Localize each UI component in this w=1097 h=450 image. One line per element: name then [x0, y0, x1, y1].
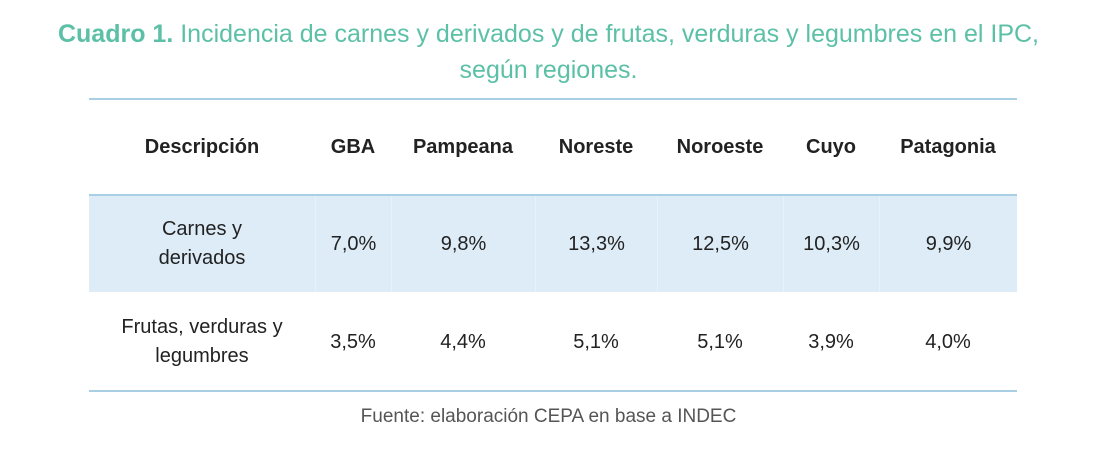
header-patagonia: Patagonia: [900, 135, 996, 158]
cell-patagonia: 9,9%: [879, 196, 1017, 292]
cell-cuyo: 3,9%: [808, 330, 854, 353]
cell-patagonia: 4,0%: [925, 330, 971, 353]
header-noroeste: Noroeste: [676, 135, 764, 158]
table-row: Frutas, verduras y legumbres 3,5% 4,4% 5…: [89, 294, 1017, 390]
row-label-line: legumbres: [155, 345, 249, 367]
cell-pampeana: 9,8%: [391, 196, 535, 292]
row-label-carnes: Carnes y derivados: [89, 196, 315, 292]
source-note: Fuente: elaboración CEPA en base a INDEC: [360, 406, 737, 427]
cell-pampeana: 4,4%: [440, 330, 486, 353]
header-pampeana: Pampeana: [412, 135, 514, 158]
table-row: Carnes y derivados 7,0% 9,8% 13,3% 12,5%…: [89, 196, 1017, 292]
cell-gba: 3,5%: [330, 330, 376, 353]
header-cuyo: Cuyo: [806, 135, 856, 158]
header-descripcion: Descripción: [144, 135, 260, 158]
table-header-row: Descripción GBA Pampeana Noreste Noroest…: [89, 100, 1017, 194]
table-title-text: Incidencia de carnes y derivados y de fr…: [173, 20, 1039, 48]
row-label-frutas: Frutas, verduras y legumbres: [89, 294, 315, 390]
row-label-line: Carnes y: [161, 218, 243, 240]
row-label-line: derivados: [158, 247, 246, 269]
cell-noroeste: 12,5%: [657, 196, 783, 292]
table-top-rule: [89, 98, 1017, 100]
table-header-rule: [89, 194, 1017, 196]
table-title: Cuadro 1. Incidencia de carnes y derivad…: [0, 16, 1097, 88]
table-title-prefix: Cuadro 1.: [57, 20, 174, 48]
cell-noroeste: 5,1%: [697, 330, 743, 353]
table-title-line2: según regiones.: [459, 56, 638, 84]
row-label-line: Frutas, verduras y: [121, 316, 283, 338]
table-bottom-rule: [89, 390, 1017, 392]
cell-cuyo: 10,3%: [783, 196, 879, 292]
cell-noreste: 5,1%: [573, 330, 619, 353]
cell-gba: 7,0%: [315, 196, 391, 292]
header-gba: GBA: [330, 135, 376, 158]
header-noreste: Noreste: [558, 135, 634, 158]
table-title-line1: Cuadro 1. Incidencia de carnes y derivad…: [0, 16, 1097, 52]
cell-noreste: 13,3%: [535, 196, 657, 292]
